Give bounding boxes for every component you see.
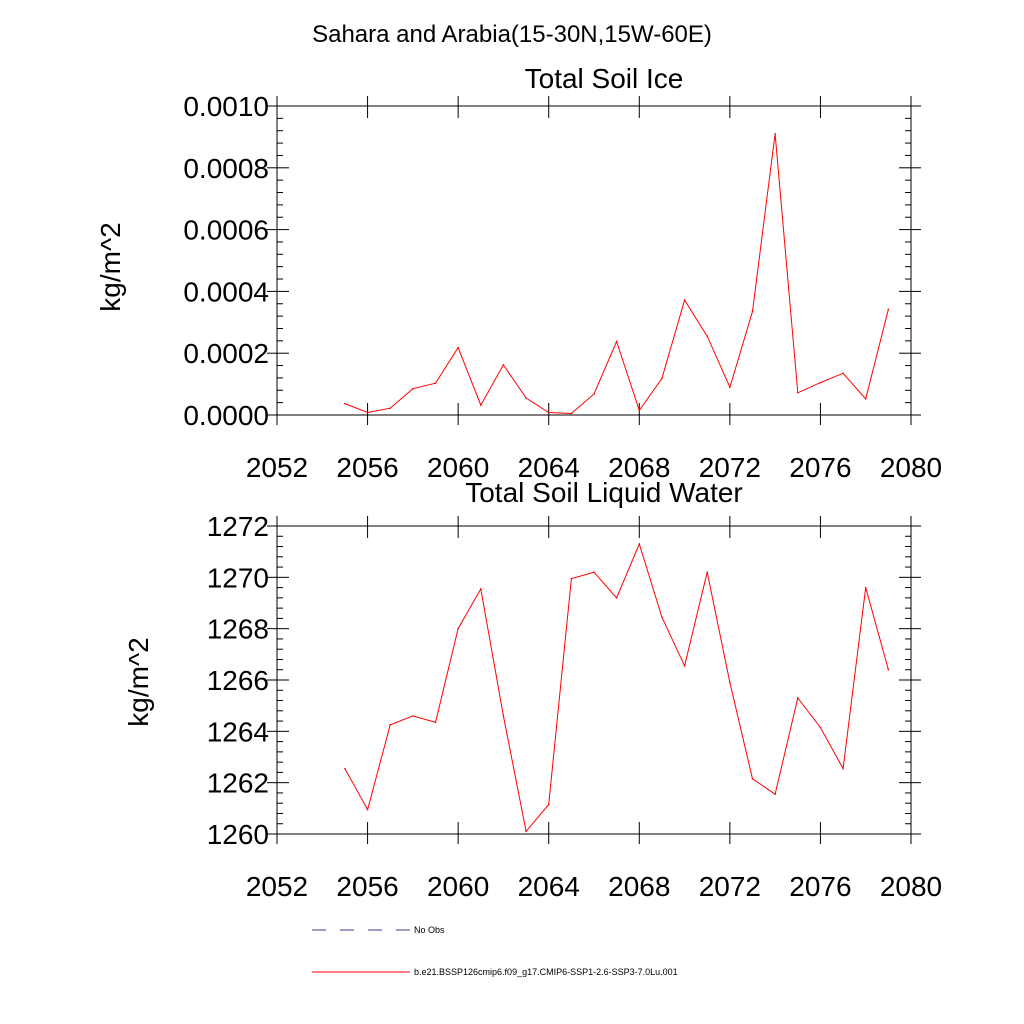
y-tick-label: 1262 <box>207 768 269 799</box>
y-tick-label: 0.0002 <box>183 338 269 369</box>
data-point <box>729 386 731 388</box>
y-tick-label: 1272 <box>207 511 269 542</box>
y-tick-label: 1260 <box>207 819 269 850</box>
data-point <box>819 381 822 384</box>
data-point <box>502 364 505 366</box>
data-point <box>774 793 776 796</box>
series-line <box>344 542 889 833</box>
data-point <box>525 830 527 833</box>
x-tick-label: 2056 <box>336 871 398 902</box>
y-axis-label: kg/m^2 <box>95 222 126 311</box>
data-point <box>366 808 369 811</box>
data-point <box>661 377 663 380</box>
y-tick-label: 0.0008 <box>183 153 269 184</box>
y-tick-label: 0.0000 <box>183 400 269 431</box>
data-point <box>638 543 641 545</box>
data-point <box>479 404 482 406</box>
x-tick-label: 2080 <box>880 452 942 483</box>
x-tick-label: 2052 <box>246 871 308 902</box>
x-tick-label: 2080 <box>880 871 942 902</box>
data-point <box>842 767 844 770</box>
data-point <box>570 577 573 580</box>
x-tick-label: 2068 <box>608 452 670 483</box>
y-tick-label: 1270 <box>207 562 269 593</box>
legend-obs-label: No Obs <box>414 925 445 935</box>
y-tick-label: 1266 <box>207 665 269 696</box>
data-point <box>412 387 414 390</box>
data-point <box>842 372 844 375</box>
data-point <box>706 335 709 338</box>
data-point <box>547 803 550 806</box>
data-point <box>525 397 527 399</box>
x-tick-label: 2064 <box>518 452 580 483</box>
panel-title: Total Soil Liquid Water <box>465 477 743 508</box>
y-tick-label: 1264 <box>207 716 269 747</box>
data-point <box>796 697 799 699</box>
panel-title: Total Soil Ice <box>525 63 684 94</box>
data-point <box>344 767 346 770</box>
data-point <box>389 407 392 410</box>
data-point <box>570 412 573 415</box>
data-point <box>796 391 799 394</box>
data-point <box>547 411 550 414</box>
data-point <box>615 597 618 599</box>
x-tick-label: 2072 <box>699 871 761 902</box>
data-point <box>593 393 595 395</box>
data-point <box>887 308 890 311</box>
data-point <box>683 299 686 301</box>
plot-frame <box>276 105 912 416</box>
x-tick-label: 2076 <box>789 452 851 483</box>
legend: No Obs b.e21.BSSP126cmip6.f09_g17.CMIP6-… <box>312 925 678 977</box>
x-tick-label: 2064 <box>518 871 580 902</box>
main-title: Sahara and Arabia(15-30N,15W-60E) <box>312 21 712 48</box>
data-point <box>864 586 867 589</box>
y-tick-label: 0.0006 <box>183 215 269 246</box>
y-tick-label: 1268 <box>207 614 269 645</box>
x-tick-label: 2072 <box>699 452 761 483</box>
panel-total-soil-ice: Total Soil Ice kg/m^2 2052 2056 2060 2064 2068… <box>95 63 942 483</box>
data-point <box>434 721 437 724</box>
data-point <box>751 778 754 780</box>
data-point <box>434 382 437 384</box>
data-point <box>457 346 459 349</box>
data-point <box>389 724 392 726</box>
panel-total-soil-liquid-water: Total Soil Liquid Water kg/m^2 2052 2056 206… <box>123 477 942 902</box>
data-point <box>502 715 505 717</box>
x-tick-label: 2060 <box>427 871 489 902</box>
x-tick-label: 2056 <box>336 452 398 483</box>
data-point <box>706 571 709 573</box>
data-point <box>479 588 482 590</box>
data-point <box>344 402 346 405</box>
data-point <box>661 616 663 618</box>
data-point <box>683 665 686 667</box>
series-line <box>344 133 889 415</box>
data-point <box>457 627 459 630</box>
data-point <box>887 668 890 671</box>
y-tick-label: 0.0010 <box>183 91 269 122</box>
data-point <box>366 411 369 414</box>
x-tick-label: 2076 <box>789 871 851 902</box>
x-tick-label: 2068 <box>608 871 670 902</box>
data-point <box>751 310 754 313</box>
data-point <box>729 681 731 684</box>
data-point <box>638 409 641 412</box>
data-point <box>615 340 618 343</box>
data-point <box>774 133 776 135</box>
legend-model-label: b.e21.BSSP126cmip6.f09_g17.CMIP6-SSP1-2.… <box>414 967 678 977</box>
data-point <box>412 715 414 717</box>
data-point <box>864 398 867 400</box>
y-axis-label: kg/m^2 <box>123 637 154 726</box>
data-point <box>819 726 822 729</box>
y-tick-label: 0.0004 <box>183 276 269 307</box>
x-tick-label: 2060 <box>427 452 489 483</box>
x-tick-label: 2052 <box>246 452 308 483</box>
data-point <box>593 571 595 573</box>
